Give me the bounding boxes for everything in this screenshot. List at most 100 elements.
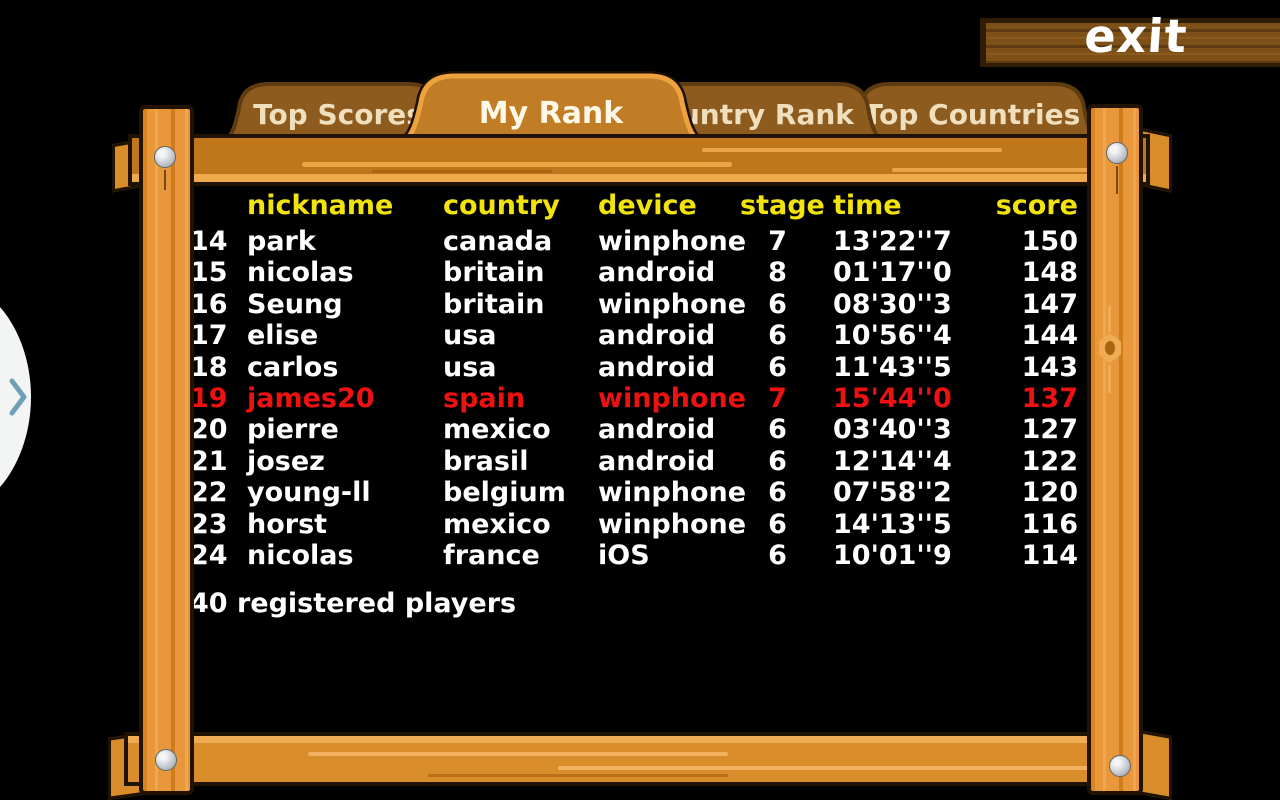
column-header-device: device: [598, 190, 697, 221]
cell-country: usa: [443, 351, 497, 383]
cell-device: android: [598, 320, 716, 352]
cell-stage: 6: [768, 508, 787, 540]
cell-time: 13'22''7: [833, 226, 952, 257]
cell-device: winphone: [598, 508, 747, 540]
exit-button[interactable]: exit: [980, 9, 1280, 67]
cell-country: mexico: [443, 508, 551, 540]
cell-time: 15'44''0: [833, 382, 952, 414]
table-row: 15 nicolas britain android 8 01'17''0 14…: [190, 257, 1078, 288]
exit-button-label: exit: [1082, 9, 1190, 63]
cell-time: 11'43''5: [833, 351, 952, 383]
cell-country: spain: [443, 382, 526, 414]
cell-device: winphone: [598, 226, 747, 257]
cell-stage: 6: [768, 539, 787, 571]
cell-device: iOS: [598, 539, 650, 571]
drawer-handle-shape: [0, 307, 31, 487]
cell-rank: 22: [190, 477, 228, 509]
frame-plank-top: [128, 134, 1150, 186]
table-row: 22 young-ll belgium winphone 6 07'58''2 …: [190, 477, 1078, 508]
table-row: 14 park canada winphone 7 13'22''7 150: [190, 226, 1078, 257]
column-header-score: score: [995, 190, 1078, 221]
tab-my-rank-label: My Rank: [479, 96, 625, 131]
cell-time: 08'30''3: [833, 288, 952, 320]
cell-time: 03'40''3: [833, 414, 952, 446]
cell-country: france: [443, 539, 540, 571]
cell-score: 150: [1021, 226, 1078, 257]
cell-time: 10'01''9: [833, 539, 952, 571]
cell-score: 148: [1021, 257, 1078, 289]
table-header: nickname country device stage time score: [190, 190, 1078, 226]
cell-stage: 8: [768, 257, 787, 289]
table-row: 17 elise usa android 6 10'56''4 144: [190, 320, 1078, 351]
column-header-nickname: nickname: [247, 190, 394, 221]
cell-country: britain: [443, 288, 545, 320]
cell-device: android: [598, 351, 716, 383]
cell-nickname: horst: [247, 508, 328, 540]
wood-knot-stem-bottom: [1108, 365, 1111, 393]
cell-rank: 18: [190, 351, 228, 383]
cell-score: 114: [1021, 539, 1078, 571]
cell-rank: 20: [190, 414, 228, 446]
cell-rank: 19: [190, 382, 228, 414]
frame-post-right: [1087, 104, 1143, 795]
cell-stage: 6: [768, 445, 787, 477]
cell-rank: 15: [190, 257, 228, 289]
chevron-right-icon: [9, 378, 27, 416]
cell-nickname: josez: [247, 445, 325, 477]
cell-time: 12'14''4: [833, 445, 952, 477]
cell-score: 147: [1021, 288, 1078, 320]
cell-score: 120: [1021, 477, 1078, 509]
cell-time: 01'17''0: [833, 257, 952, 289]
rivet-top-right: [1106, 142, 1128, 164]
cell-rank: 16: [190, 288, 228, 320]
cell-stage: 6: [768, 477, 787, 509]
player-count: 40 registered players: [190, 588, 517, 620]
cell-nickname: nicolas: [247, 539, 354, 571]
wood-knot: [1099, 333, 1121, 363]
nail-scratch-left: [164, 170, 166, 190]
nail-scratch-right: [1116, 166, 1118, 194]
column-header-time: time: [833, 190, 902, 221]
table-row: 21 josez brasil android 6 12'14''4 122: [190, 446, 1078, 477]
cell-device: android: [598, 445, 716, 477]
cell-country: canada: [443, 226, 553, 257]
cell-device: winphone: [598, 477, 747, 509]
table-row: 19 james20 spain winphone 7 15'44''0 137: [190, 383, 1078, 414]
frame-plank-bottom: [124, 732, 1112, 786]
cell-nickname: james20: [247, 382, 375, 414]
tab-top-scores-label: Top Scores: [253, 98, 423, 131]
cell-device: winphone: [598, 382, 747, 414]
cell-device: android: [598, 414, 716, 446]
frame-stub-bottom-right: [1138, 730, 1172, 800]
table-row: 23 horst mexico winphone 6 14'13''5 116: [190, 509, 1078, 540]
table-row: 20 pierre mexico android 6 03'40''3 127: [190, 414, 1078, 445]
cell-stage: 7: [768, 226, 787, 257]
table-row: 18 carlos usa android 6 11'43''5 143: [190, 352, 1078, 383]
cell-country: brasil: [443, 445, 529, 477]
cell-nickname: park: [247, 226, 316, 257]
tab-my-rank[interactable]: [393, 73, 710, 145]
column-header-stage: stage: [740, 190, 825, 221]
cell-nickname: elise: [247, 320, 319, 352]
table-row: 24 nicolas france iOS 6 10'01''9 114: [190, 540, 1078, 571]
cell-rank: 24: [190, 539, 228, 571]
cell-stage: 6: [768, 288, 787, 320]
side-drawer-handle[interactable]: [0, 295, 40, 495]
cell-country: britain: [443, 257, 545, 289]
cell-nickname: nicolas: [247, 257, 354, 289]
cell-score: 137: [1021, 382, 1078, 414]
cell-score: 116: [1021, 508, 1078, 540]
table-body: 14 park canada winphone 7 13'22''7 150 1…: [190, 226, 1078, 571]
cell-time: 10'56''4: [833, 320, 952, 352]
table-row: 16 Seung britain winphone 6 08'30''3 147: [190, 289, 1078, 320]
cell-nickname: carlos: [247, 351, 339, 383]
wood-knot-stem-top: [1108, 306, 1111, 332]
cell-time: 14'13''5: [833, 508, 952, 540]
cell-rank: 17: [190, 320, 228, 352]
cell-stage: 6: [768, 351, 787, 383]
leaderboard: nickname country device stage time score…: [190, 190, 1078, 620]
column-header-country: country: [443, 190, 560, 221]
cell-country: usa: [443, 320, 497, 352]
cell-rank: 21: [190, 445, 228, 477]
